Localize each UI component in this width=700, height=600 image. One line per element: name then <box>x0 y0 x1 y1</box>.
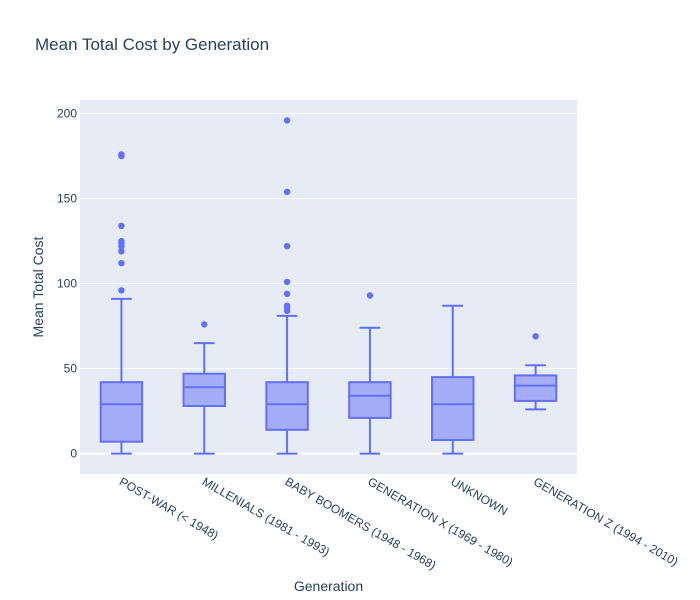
y-axis-ticks: 0 50 100 150 200 <box>57 107 77 461</box>
box-group <box>513 333 558 411</box>
outlier-point <box>201 321 208 328</box>
y-tick-label: 100 <box>57 277 77 291</box>
outlier-point <box>283 278 291 286</box>
box-body <box>265 381 309 431</box>
x-axis-ticks: POST-WAR (< 1948)MILLENIALS (1981 - 1993… <box>117 474 681 572</box>
boxes <box>99 117 558 455</box>
outlier-point <box>283 290 291 297</box>
x-tick-label: GENERATION Z (1994 - 2010) <box>531 474 680 568</box>
gridlines <box>80 113 577 455</box>
outlier-point <box>283 188 291 195</box>
box-body <box>513 374 558 402</box>
outlier-point <box>118 237 125 245</box>
outlier-point <box>283 302 291 309</box>
chart-title: Mean Total Cost by Generation <box>35 35 269 54</box>
outlier-point <box>118 248 125 255</box>
outlier-point <box>532 333 539 340</box>
outlier-point <box>118 287 125 294</box>
y-tick-label: 0 <box>70 447 77 461</box>
outlier-point <box>118 260 125 267</box>
outlier-point <box>118 151 125 158</box>
box-body <box>182 372 226 408</box>
box-group <box>99 151 144 455</box>
x-tick-label: BABY BOOMERS (1948 - 1968) <box>283 474 439 572</box>
y-tick-label: 150 <box>57 192 77 206</box>
outlier-point <box>366 292 374 299</box>
box-group <box>182 321 226 455</box>
x-tick-label: UNKNOWN <box>448 474 510 518</box>
outlier-point <box>118 222 125 229</box>
y-tick-label: 200 <box>57 107 77 121</box>
outlier-point <box>283 243 291 250</box>
y-axis-title: Mean Total Cost <box>30 236 46 337</box>
plot-background <box>80 100 577 474</box>
x-tick-label: GENERATION X (1969 - 1980) <box>365 474 515 569</box>
box-group <box>348 292 392 455</box>
box-body <box>99 381 144 443</box>
box-group <box>265 117 309 455</box>
box-body <box>431 376 475 442</box>
x-axis-title: Generation <box>294 578 363 594</box>
outlier-point <box>283 117 291 124</box>
y-tick-label: 50 <box>64 362 78 376</box>
box-body <box>348 381 392 419</box>
box-group <box>431 304 475 455</box>
